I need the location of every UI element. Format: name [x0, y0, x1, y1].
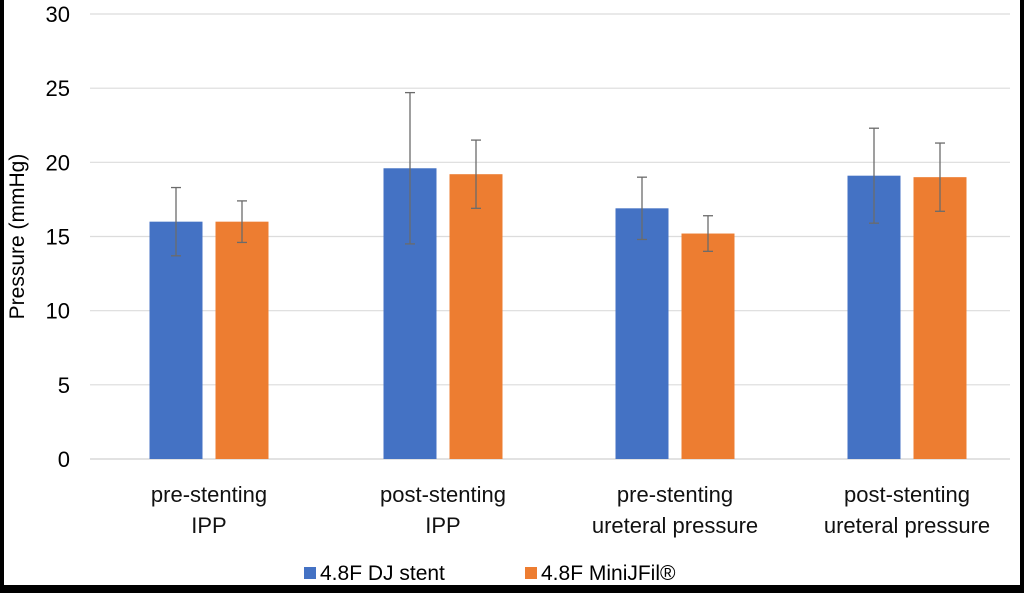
x-category-label: ureteral pressure [824, 513, 990, 538]
y-tick-label: 15 [46, 225, 70, 250]
x-category-label: pre-stenting [151, 482, 267, 507]
bars [149, 168, 967, 459]
y-axis-label: Pressure (mmHg) [6, 154, 29, 320]
bar-minijfil-0 [215, 221, 269, 459]
bar-dj-stent-0 [149, 221, 203, 459]
legend-swatch-0 [304, 567, 316, 579]
y-tick-label: 20 [46, 150, 70, 175]
x-category-label: IPP [425, 513, 460, 538]
x-category-label: post-stenting [380, 482, 506, 507]
bar-minijfil-2 [681, 233, 735, 459]
x-category-label: post-stenting [844, 482, 970, 507]
bar-dj-stent-2 [615, 208, 669, 459]
y-tick-label: 0 [58, 447, 70, 472]
legend-swatch-1 [525, 567, 537, 579]
error-bars [171, 91, 945, 257]
y-tick-label: 5 [58, 373, 70, 398]
x-category-label: ureteral pressure [592, 513, 758, 538]
bar-minijfil-1 [449, 174, 503, 459]
x-category-label: IPP [191, 513, 226, 538]
bar-minijfil-3 [913, 177, 967, 459]
legend-label-0: 4.8F DJ stent [320, 562, 445, 585]
y-tick-label: 30 [46, 2, 70, 27]
legend-label-1: 4.8F MiniJFil® [541, 562, 676, 585]
legend: 4.8F DJ stent 4.8F MiniJFil® [304, 562, 676, 585]
y-tick-label: 25 [46, 76, 70, 101]
y-axis-ticks: 0 5 10 15 20 25 30 [46, 2, 70, 472]
y-tick-label: 10 [46, 299, 70, 324]
x-axis-categories: pre-stenting IPP post-stenting IPP pre-stent… [151, 482, 990, 538]
x-category-label: pre-stenting [617, 482, 733, 507]
